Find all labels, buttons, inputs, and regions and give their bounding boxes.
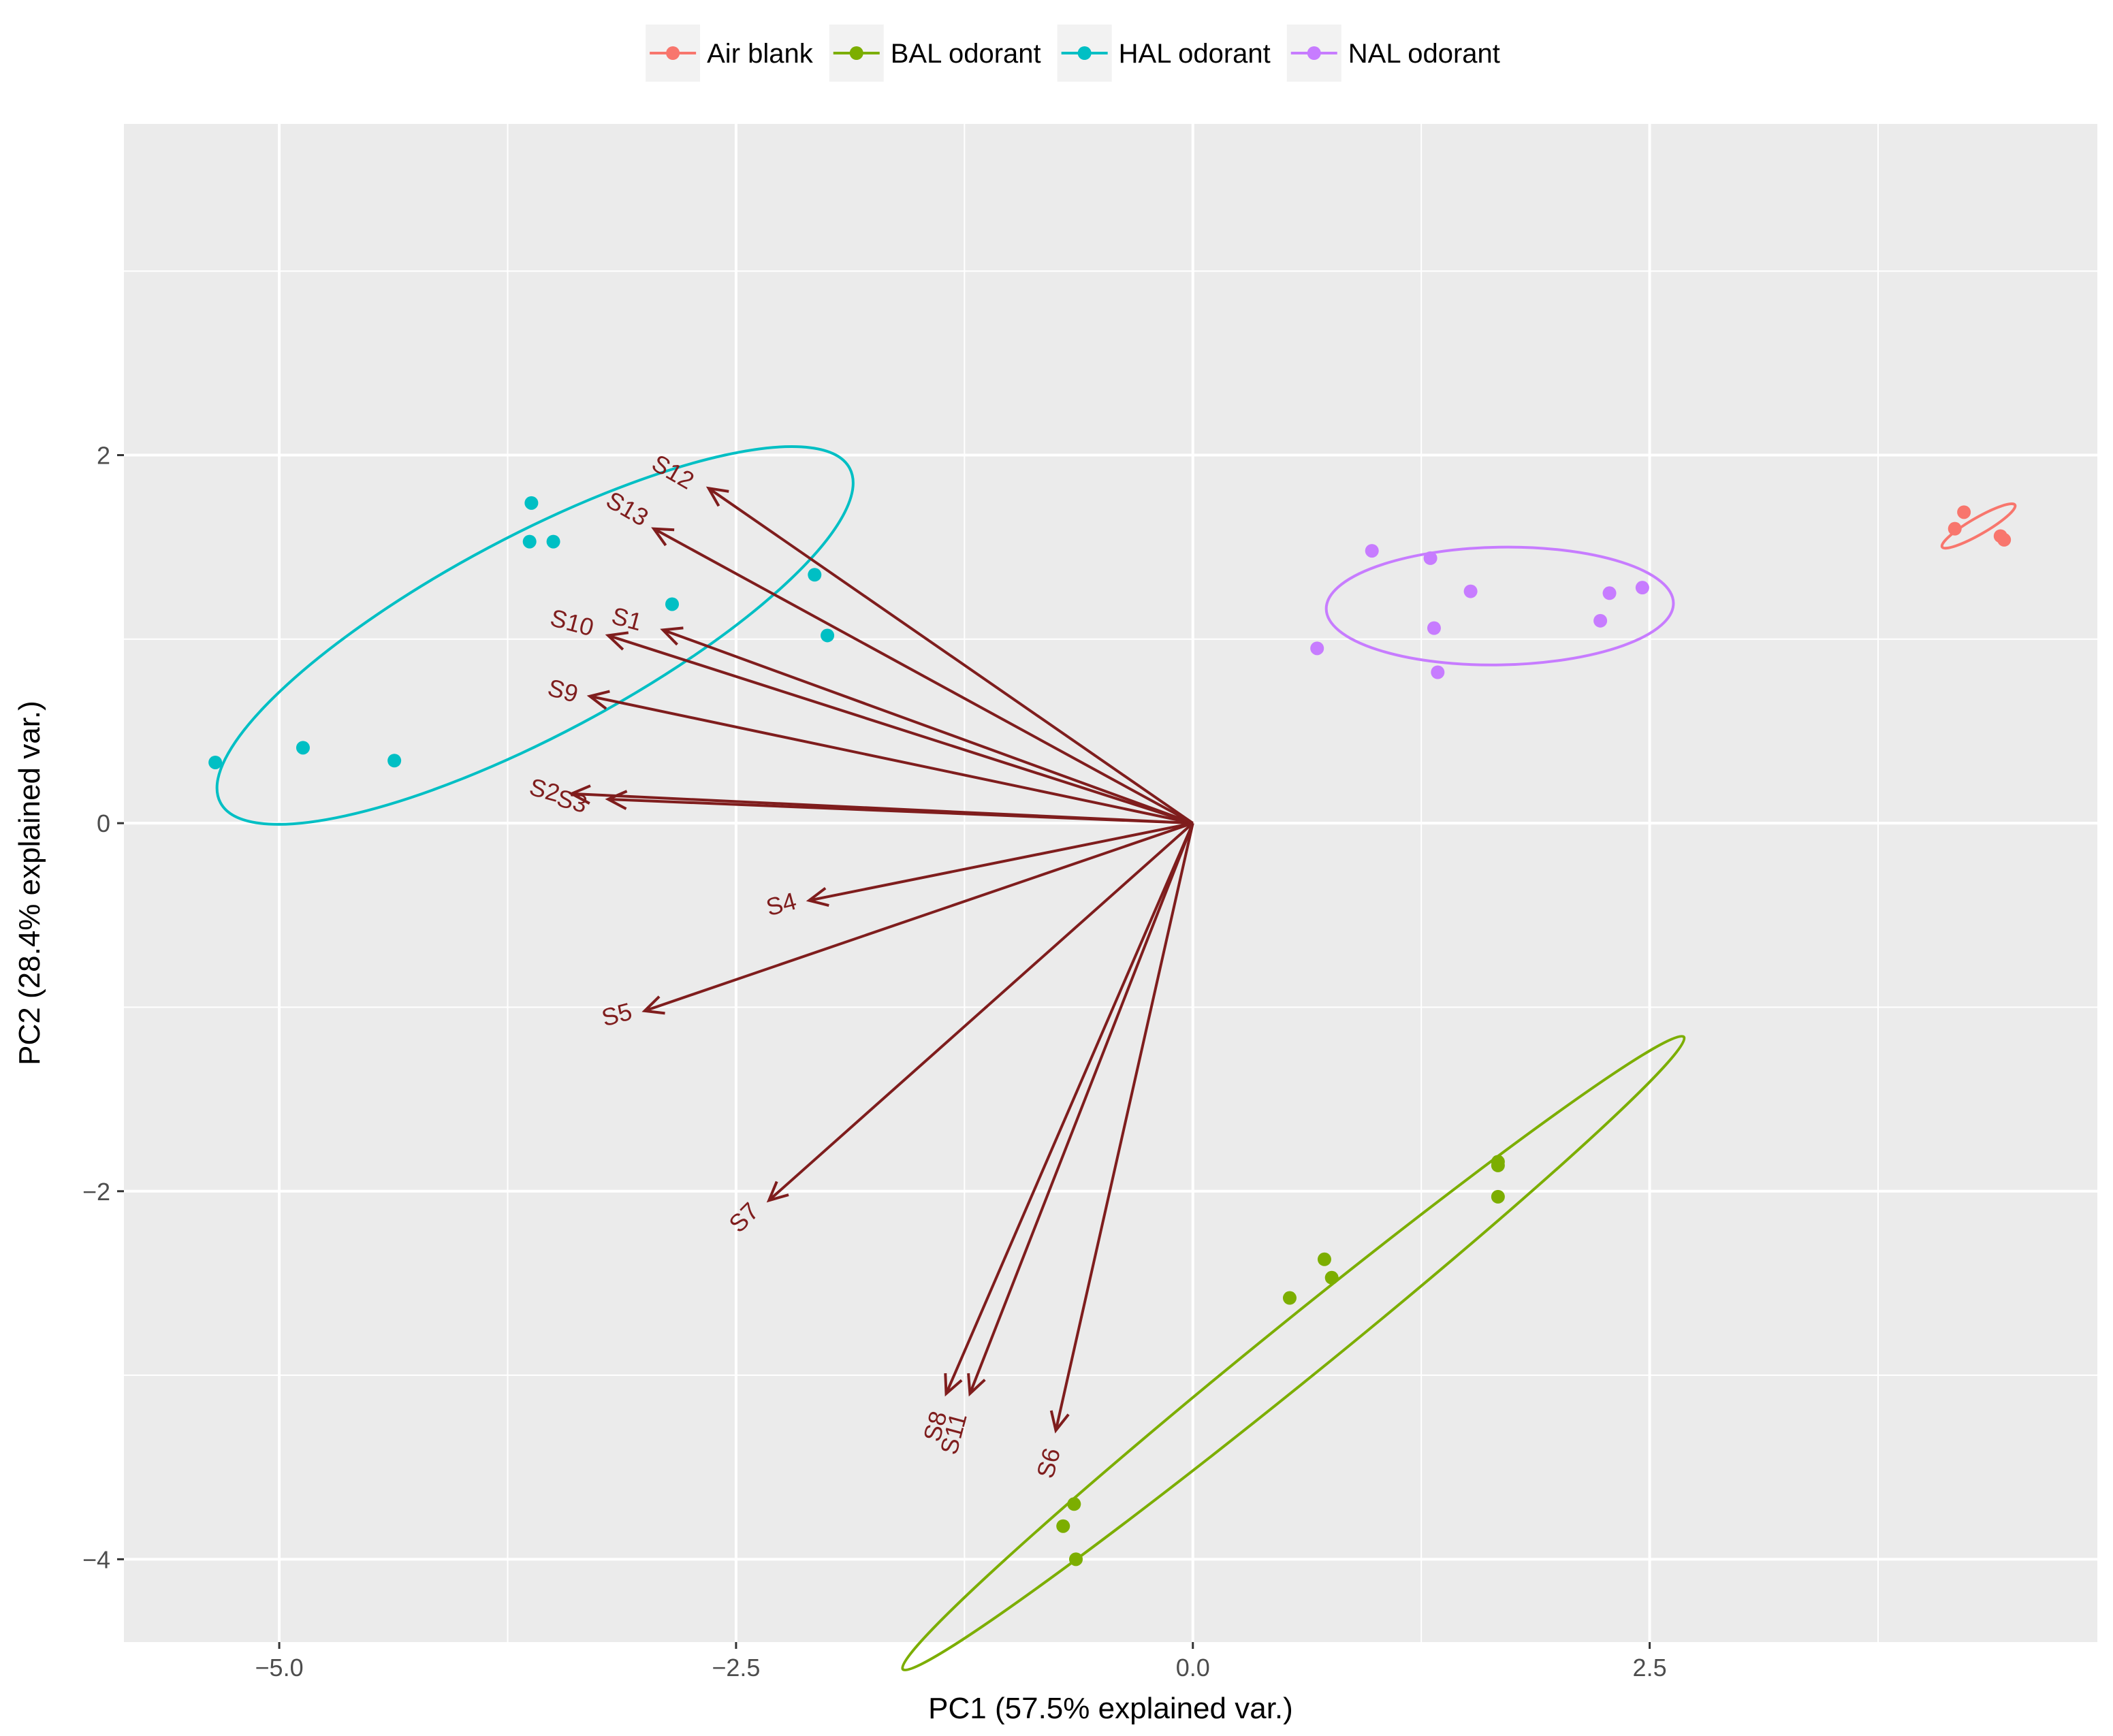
- loading-vector: S8: [918, 822, 1194, 1445]
- legend-item-nal-odorant: NAL odorant: [1286, 25, 1500, 82]
- vector-line-s9: [589, 694, 1194, 825]
- vector-line-s4: [808, 822, 1194, 902]
- loading-vector: S9: [545, 673, 1194, 825]
- vector-line-s8: [944, 822, 1194, 1394]
- vector-arrowhead-s13: [651, 527, 675, 547]
- vector-arrowhead-s3: [605, 790, 628, 810]
- vector-arrowhead-s2: [568, 784, 591, 805]
- loading-vector: S3: [554, 784, 1193, 825]
- vector-line-s1: [662, 628, 1194, 825]
- y-axis-title: PC2 (28.4% explained var.): [13, 701, 46, 1065]
- x-tick-label: 0.0: [1176, 1654, 1210, 1682]
- point-air-blank: [1997, 532, 2012, 547]
- x-axis-title: PC1 (57.5% explained var.): [928, 1692, 1293, 1725]
- legend: Air blank BAL odorant HAL odorant NAL odora…: [646, 25, 1500, 82]
- point-hal-odorant: [522, 534, 537, 549]
- point-nal-odorant: [1463, 584, 1478, 598]
- vector-arrowhead-s11: [967, 1373, 986, 1397]
- point-hal-odorant: [208, 755, 223, 769]
- y-tick-label: −2: [82, 1178, 110, 1206]
- legend-label: Air blank: [707, 39, 814, 69]
- point-bal-odorant: [1069, 1552, 1083, 1566]
- vector-arrowhead-s10: [605, 631, 629, 651]
- x-tick-label: −5.0: [255, 1654, 304, 1682]
- legend-key-point: [1307, 46, 1321, 60]
- legend-key-point: [849, 46, 863, 60]
- y-tick-label: 2: [97, 442, 110, 470]
- vector-line-s10: [607, 634, 1194, 825]
- minor-gridlines: [124, 124, 2097, 1642]
- score-points: [208, 496, 2012, 1566]
- vector-arrowhead-s4: [806, 886, 829, 907]
- axes: −5.0 −2.5 0.0 2.5 −4 −2 0 2: [82, 442, 1667, 1682]
- point-hal-odorant: [546, 534, 560, 549]
- ellipse-bal-odorant: [901, 1035, 1686, 1672]
- confidence-ellipses: [215, 445, 2017, 1672]
- vector-line-s13: [653, 527, 1194, 824]
- vector-arrowhead-s5: [641, 995, 665, 1015]
- vector-line-s5: [644, 822, 1194, 1012]
- ellipse-nal-odorant: [1324, 545, 1675, 666]
- x-tick-label: 2.5: [1633, 1654, 1667, 1682]
- point-nal-odorant: [1593, 613, 1608, 628]
- vector-arrowhead-s12: [705, 486, 729, 507]
- vector-line-s6: [1054, 822, 1194, 1431]
- point-bal-odorant: [1056, 1519, 1070, 1533]
- legend-key-point: [666, 46, 680, 60]
- point-hal-odorant: [665, 597, 679, 611]
- point-bal-odorant: [1067, 1497, 1081, 1511]
- point-hal-odorant: [524, 496, 539, 510]
- loading-vector: S4: [763, 822, 1194, 921]
- point-bal-odorant: [1491, 1189, 1505, 1204]
- point-nal-odorant: [1602, 586, 1617, 600]
- vector-arrowhead-s9: [586, 690, 610, 710]
- point-nal-odorant: [1431, 665, 1445, 679]
- vector-line-s11: [968, 822, 1194, 1394]
- point-hal-odorant: [387, 754, 402, 768]
- point-nal-odorant: [1427, 621, 1441, 635]
- legend-key-point: [1077, 46, 1092, 60]
- vector-arrowhead-s1: [660, 626, 684, 646]
- point-hal-odorant: [296, 741, 310, 755]
- point-air-blank: [1948, 521, 1962, 536]
- vector-arrowhead-s7: [766, 1180, 789, 1203]
- y-tick-label: 0: [97, 809, 110, 837]
- vector-line-s7: [767, 822, 1194, 1202]
- point-nal-odorant: [1365, 544, 1379, 558]
- ellipse-hal-odorant: [215, 445, 855, 826]
- legend-label: HAL odorant: [1119, 39, 1271, 69]
- vector-arrowhead-s6: [1049, 1410, 1070, 1434]
- point-air-blank: [1957, 505, 1971, 519]
- legend-item-bal-odorant: BAL odorant: [829, 25, 1041, 82]
- point-bal-odorant: [1491, 1158, 1505, 1172]
- legend-label: NAL odorant: [1348, 39, 1500, 69]
- point-nal-odorant: [1635, 581, 1649, 595]
- point-bal-odorant: [1324, 1270, 1339, 1285]
- point-nal-odorant: [1423, 551, 1437, 565]
- point-nal-odorant: [1310, 641, 1324, 656]
- point-bal-odorant: [1317, 1252, 1331, 1266]
- plot-panel: [124, 124, 2097, 1642]
- vector-line-s3: [608, 798, 1193, 825]
- point-bal-odorant: [1282, 1291, 1297, 1305]
- legend-item-air-blank: Air blank: [646, 25, 814, 82]
- point-hal-odorant: [821, 628, 835, 643]
- major-gridlines: [124, 124, 2097, 1642]
- legend-item-hal-odorant: HAL odorant: [1057, 25, 1271, 82]
- vector-arrowhead-s8: [944, 1373, 963, 1397]
- legend-label: BAL odorant: [891, 39, 1041, 69]
- ellipse-air-blank: [1940, 502, 2017, 550]
- x-tick-label: −2.5: [712, 1654, 760, 1682]
- vector-line-s12: [708, 487, 1194, 824]
- loading-vector: S11: [934, 822, 1194, 1458]
- y-tick-label: −4: [82, 1545, 110, 1573]
- point-hal-odorant: [808, 568, 822, 582]
